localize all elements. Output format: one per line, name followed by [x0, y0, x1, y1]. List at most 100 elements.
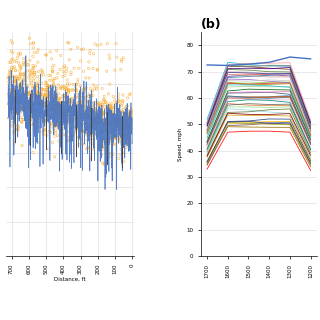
Point [83, 106, 88, 111]
Point [21, 89, 26, 94]
Point [41, 72, 46, 77]
Point [28, 96, 33, 101]
Point [105, 116, 110, 121]
Point [74, 126, 79, 132]
Point [92, 106, 97, 111]
Point [57, 112, 62, 117]
Point [96, 142, 101, 148]
Point [19, 64, 24, 69]
Point [94, 121, 99, 126]
Point [51, 104, 56, 109]
Point [94, 129, 99, 134]
Point [28, 106, 33, 111]
Point [69, 120, 74, 125]
Point [125, 96, 130, 101]
Point [117, 125, 122, 131]
Point [100, 130, 105, 135]
Point [37, 102, 42, 108]
Point [78, 88, 84, 93]
Point [98, 103, 103, 108]
Point [43, 118, 48, 124]
Point [73, 87, 78, 92]
Point [119, 147, 124, 152]
Point [126, 116, 131, 122]
Point [9, 103, 14, 108]
Point [10, 89, 15, 94]
Point [119, 123, 124, 128]
Point [48, 95, 53, 100]
Point [106, 91, 111, 96]
Point [32, 101, 37, 106]
Point [36, 102, 41, 107]
Point [48, 73, 53, 78]
Point [12, 107, 17, 112]
Point [101, 136, 106, 141]
Point [108, 104, 113, 109]
Point [22, 90, 27, 95]
Point [10, 86, 15, 91]
Point [120, 111, 125, 116]
Point [77, 99, 82, 104]
Point [40, 69, 45, 74]
Point [73, 87, 78, 92]
Point [98, 111, 103, 116]
Point [107, 154, 112, 159]
Point [21, 94, 27, 99]
Point [14, 58, 20, 63]
Point [73, 108, 78, 113]
Point [7, 76, 12, 82]
Point [108, 119, 113, 124]
Point [12, 107, 17, 112]
Point [10, 96, 15, 101]
Point [9, 38, 14, 43]
Point [115, 126, 120, 131]
Point [66, 120, 71, 125]
Point [105, 41, 110, 46]
Point [59, 122, 64, 127]
Point [67, 104, 72, 109]
Point [85, 126, 91, 131]
Point [21, 117, 27, 122]
Point [19, 119, 24, 124]
Point [28, 78, 34, 83]
Point [51, 82, 56, 87]
Point [118, 120, 123, 125]
Point [71, 108, 76, 113]
Point [104, 100, 109, 105]
Point [39, 90, 44, 95]
Point [6, 92, 11, 97]
Point [81, 95, 86, 100]
Point [108, 108, 113, 114]
Point [108, 124, 114, 129]
Point [107, 120, 112, 125]
Point [123, 111, 128, 116]
Point [63, 117, 68, 122]
Point [57, 114, 62, 119]
Point [114, 124, 119, 129]
Point [102, 110, 107, 115]
Point [126, 125, 132, 130]
Point [39, 67, 44, 72]
Point [119, 129, 124, 134]
Point [98, 120, 103, 125]
Point [34, 83, 39, 88]
Point [31, 45, 36, 50]
Point [71, 116, 76, 122]
Point [120, 136, 125, 141]
Point [26, 119, 31, 124]
Point [9, 57, 14, 62]
Point [52, 95, 57, 100]
Point [90, 122, 95, 127]
Point [93, 112, 98, 117]
Point [127, 121, 132, 126]
Point [80, 126, 85, 132]
Point [9, 87, 14, 92]
Point [84, 107, 89, 112]
Point [31, 122, 36, 127]
Point [53, 124, 58, 129]
Point [15, 98, 20, 103]
Point [119, 108, 124, 114]
Point [43, 92, 48, 97]
Point [21, 61, 26, 67]
Point [76, 103, 82, 108]
